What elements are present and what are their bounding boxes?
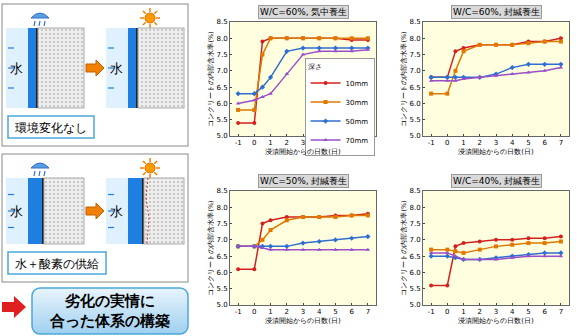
svg-text:4: 4 (510, 308, 515, 316)
svg-text:浸漬開始からの日数(日): 浸漬開始からの日数(日) (265, 317, 341, 325)
svg-text:3: 3 (494, 139, 498, 147)
svg-text:0: 0 (252, 308, 256, 316)
svg-text:5: 5 (526, 308, 530, 316)
svg-text:7.0: 7.0 (409, 67, 420, 75)
svg-text:7.0: 7.0 (216, 67, 227, 75)
svg-text:5.5: 5.5 (216, 285, 227, 293)
svg-text:7.0: 7.0 (216, 236, 227, 244)
svg-text:6: 6 (349, 308, 354, 316)
svg-text:3: 3 (494, 308, 498, 316)
svg-text:W/C=60%, 気中養生: W/C=60%, 気中養生 (260, 7, 347, 17)
svg-text:7.5: 7.5 (409, 51, 420, 59)
svg-text:コンクリートの内部含水率(%): コンクリートの内部含水率(%) (400, 31, 408, 126)
svg-text:6.5: 6.5 (409, 84, 420, 92)
svg-text:8.0: 8.0 (216, 35, 227, 43)
svg-text:水: 水 (9, 204, 23, 219)
svg-text:5: 5 (333, 308, 337, 316)
svg-text:2: 2 (285, 139, 289, 147)
svg-text:-1: -1 (235, 139, 242, 147)
svg-text:1: 1 (461, 139, 465, 147)
svg-text:6.5: 6.5 (409, 253, 420, 261)
svg-text:6.5: 6.5 (216, 84, 227, 92)
svg-text:6.5: 6.5 (216, 253, 227, 261)
svg-text:劣化の実情に: 劣化の実情に (64, 292, 155, 310)
svg-text:5.0: 5.0 (216, 301, 227, 309)
svg-text:8.0: 8.0 (409, 35, 420, 43)
svg-text:5.0: 5.0 (216, 132, 227, 140)
svg-text:0: 0 (252, 139, 256, 147)
svg-text:5.5: 5.5 (409, 285, 420, 293)
svg-text:水: 水 (109, 61, 123, 76)
svg-text:W/C=60%, 封緘養生: W/C=60%, 封緘養生 (453, 7, 540, 17)
svg-text:-1: -1 (428, 308, 435, 316)
svg-text:0: 0 (445, 308, 449, 316)
svg-text:6.0: 6.0 (216, 100, 227, 108)
svg-text:7.0: 7.0 (409, 236, 420, 244)
svg-text:5: 5 (526, 139, 530, 147)
svg-text:-1: -1 (235, 308, 242, 316)
svg-text:W/C=50%, 封緘養生: W/C=50%, 封緘養生 (260, 176, 347, 186)
svg-text:1: 1 (268, 308, 272, 316)
svg-text:8.5: 8.5 (216, 187, 227, 195)
svg-text:浸漬開始からの日数(日): 浸漬開始からの日数(日) (265, 148, 341, 156)
svg-text:7.5: 7.5 (216, 220, 227, 228)
svg-text:3: 3 (300, 139, 306, 148)
svg-text:浸漬開始からの日数(日): 浸漬開始からの日数(日) (458, 317, 534, 325)
svg-text:0: 0 (445, 139, 449, 147)
svg-text:4: 4 (510, 139, 515, 147)
svg-text:コンクリートの内部含水率(%): コンクリートの内部含水率(%) (400, 200, 408, 295)
svg-text:8.0: 8.0 (216, 204, 227, 212)
svg-text:10mm: 10mm (346, 80, 369, 88)
svg-text:6: 6 (542, 139, 547, 147)
svg-text:7: 7 (559, 308, 563, 316)
svg-text:8.0: 8.0 (409, 204, 420, 212)
svg-text:8.5: 8.5 (409, 18, 420, 26)
svg-text:8.5: 8.5 (216, 18, 227, 26)
svg-text:2: 2 (285, 308, 289, 316)
svg-text:5.5: 5.5 (409, 116, 420, 124)
svg-text:2: 2 (478, 308, 482, 316)
svg-text:70mm: 70mm (346, 137, 369, 145)
svg-text:3: 3 (301, 308, 305, 316)
svg-text:50mm: 50mm (346, 118, 369, 126)
svg-text:7: 7 (366, 308, 370, 316)
svg-text:4: 4 (317, 308, 322, 316)
svg-text:6.0: 6.0 (409, 100, 420, 108)
svg-text:6.0: 6.0 (409, 269, 420, 277)
svg-text:深さ: 深さ (308, 63, 322, 71)
svg-text:コンクリートの内部含水率(%): コンクリートの内部含水率(%) (207, 31, 215, 126)
svg-text:6.0: 6.0 (216, 269, 227, 277)
svg-text:5.5: 5.5 (216, 116, 227, 124)
svg-text:7.5: 7.5 (216, 51, 227, 59)
svg-text:8.5: 8.5 (409, 187, 420, 195)
svg-text:W/C=40%, 封緘養生: W/C=40%, 封緘養生 (453, 176, 540, 186)
svg-text:1: 1 (461, 308, 465, 316)
svg-text:コンクリートの内部含水率(%): コンクリートの内部含水率(%) (207, 200, 215, 295)
svg-text:6: 6 (542, 308, 547, 316)
svg-text:2: 2 (478, 139, 482, 147)
svg-text:5.0: 5.0 (409, 132, 420, 140)
svg-text:水: 水 (109, 204, 123, 219)
svg-text:水: 水 (9, 61, 23, 76)
svg-text:水＋酸素の供給: 水＋酸素の供給 (15, 257, 99, 271)
svg-text:-1: -1 (428, 139, 435, 147)
svg-text:1: 1 (268, 139, 272, 147)
svg-text:環境変化なし: 環境変化なし (15, 121, 87, 135)
svg-text:浸漬開始からの日数(日): 浸漬開始からの日数(日) (458, 148, 534, 156)
svg-text:7.5: 7.5 (409, 220, 420, 228)
svg-text:合った体系の構築: 合った体系の構築 (49, 312, 170, 330)
svg-text:7: 7 (559, 139, 563, 147)
svg-text:5.0: 5.0 (409, 301, 420, 309)
svg-text:30mm: 30mm (346, 99, 369, 107)
